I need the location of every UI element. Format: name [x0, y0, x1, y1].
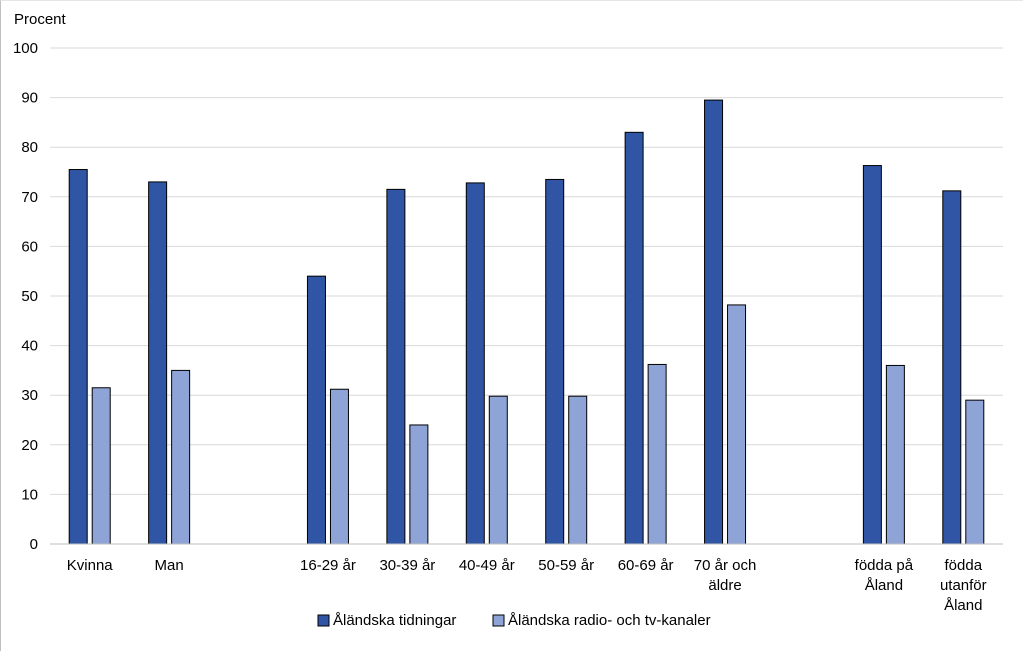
y-axis-label: Procent — [14, 11, 67, 28]
bar-radio-tv — [727, 304, 747, 545]
gridlines — [50, 47, 1003, 495]
x-tick-label: 16-29 år — [300, 557, 356, 574]
y-tick-label: 0 — [30, 536, 38, 553]
bar-radio-tv — [171, 369, 191, 545]
y-tick-label: 10 — [21, 486, 38, 503]
x-tick-label: födda på — [855, 557, 914, 574]
y-axis-ticks: 0 10 20 30 40 50 60 70 80 90 100 — [13, 40, 38, 553]
bars — [68, 99, 985, 545]
bar-tidningar — [306, 275, 326, 545]
bar-radio-tv — [568, 395, 588, 545]
y-tick-label: 60 — [21, 238, 38, 255]
legend-label: Åländska tidningar — [333, 612, 456, 629]
bar-radio-tv — [409, 424, 429, 545]
bar-radio-tv — [329, 388, 349, 545]
x-tick-label: 50-59 år — [538, 557, 594, 574]
bar-tidningar — [386, 188, 406, 545]
x-tick-label: 70 år och — [694, 557, 757, 574]
bar-tidningar — [545, 178, 565, 545]
x-tick-label: 40-49 år — [459, 557, 515, 574]
x-tick-label: Åland — [944, 597, 982, 614]
y-tick-label: 100 — [13, 40, 38, 57]
legend: Åländska tidningar Åländska radio- och tv… — [317, 612, 711, 629]
bar-radio-tv — [965, 399, 985, 545]
bar-tidningar — [862, 165, 882, 545]
x-tick-label: äldre — [708, 577, 741, 594]
bar-tidningar — [624, 131, 644, 545]
y-tick-label: 50 — [21, 288, 38, 305]
x-tick-label: Man — [155, 557, 184, 574]
legend-swatch — [492, 614, 505, 627]
y-tick-label: 70 — [21, 189, 38, 206]
x-axis-labels: Kvinna Man 16-29 år 30-39 år 40-49 år 50-59 å… — [67, 557, 987, 614]
y-tick-label: 90 — [21, 90, 38, 107]
bar-radio-tv — [885, 364, 905, 545]
bar-tidningar — [148, 181, 168, 545]
x-tick-label: utanför — [940, 577, 987, 594]
bar-radio-tv — [91, 387, 111, 545]
x-tick-label: Kvinna — [67, 557, 114, 574]
bar-tidningar — [942, 190, 962, 545]
x-tick-label: 60-69 år — [618, 557, 674, 574]
legend-label: Åländska radio- och tv-kanaler — [508, 612, 711, 629]
bar-radio-tv — [488, 395, 508, 545]
y-tick-label: 80 — [21, 139, 38, 156]
y-tick-label: 40 — [21, 338, 38, 355]
x-tick-label: födda — [945, 557, 983, 574]
x-tick-label: 30-39 år — [379, 557, 435, 574]
y-tick-label: 30 — [21, 387, 38, 404]
bar-tidningar — [68, 169, 88, 545]
y-tick-label: 20 — [21, 437, 38, 454]
legend-swatch — [317, 614, 330, 627]
bar-tidningar — [704, 99, 724, 545]
bar-tidningar — [465, 182, 485, 545]
bar-radio-tv — [647, 363, 667, 545]
x-tick-label: Åland — [865, 577, 903, 594]
